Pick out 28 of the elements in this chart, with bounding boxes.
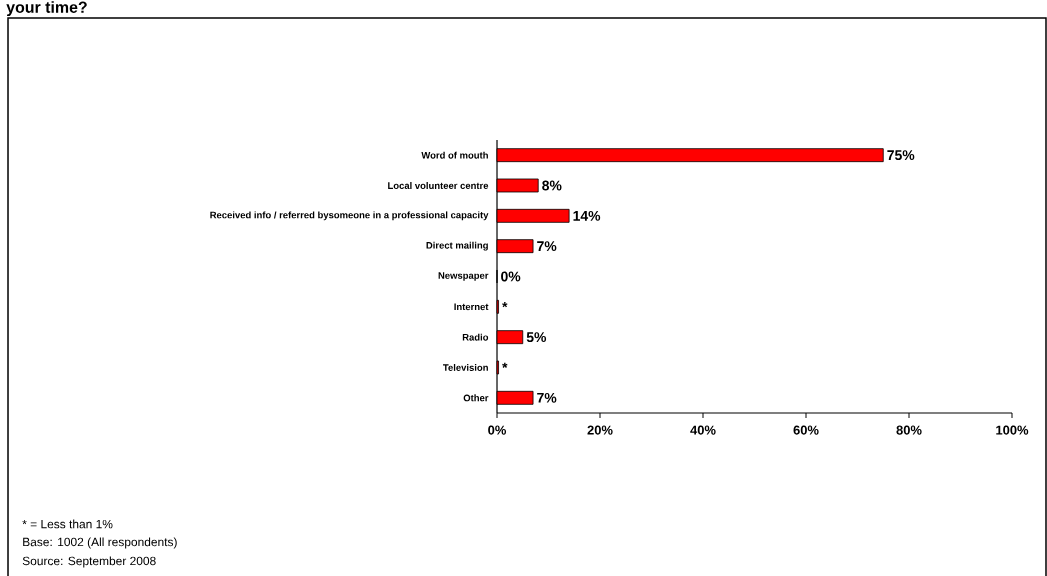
- data-label: 5%: [526, 332, 547, 343]
- y-tick-label: Local volunteer centre: [388, 182, 489, 189]
- data-label: 0%: [501, 271, 521, 282]
- x-tick-label: 100%: [996, 425, 1029, 435]
- y-tick-label: Received info / referred bysomeone in a professional capacity: [210, 211, 489, 221]
- y-tick-label: Internet: [454, 303, 489, 311]
- data-label: *: [502, 362, 508, 368]
- text: * = Less than 1%: [22, 519, 113, 529]
- data-label: 14%: [573, 210, 601, 221]
- data-label: 7%: [537, 392, 557, 403]
- data-label: 7%: [537, 241, 557, 252]
- y-tick-label: Word of mouth: [421, 151, 488, 159]
- x-tick-label: 80%: [896, 425, 922, 435]
- x-tick-label: 20%: [587, 425, 613, 435]
- y-tick-label: Direct mailing: [426, 241, 488, 251]
- x-tick-label: 0%: [488, 425, 507, 435]
- y-tick-label: Other: [463, 394, 489, 402]
- data-label: 75%: [887, 150, 915, 161]
- y-tick-label: Television: [443, 364, 488, 371]
- source-note: Source: September 2008: [22, 556, 156, 568]
- y-tick-label: Radio: [462, 333, 489, 341]
- x-tick-label: 40%: [690, 425, 716, 435]
- x-tick-label: 60%: [793, 425, 819, 435]
- y-tick-label: Newspaper: [438, 272, 489, 281]
- data-label: 8%: [542, 180, 562, 191]
- text: your time?: [6, 1, 87, 17]
- text: Base: 1002 (All respondents): [23, 537, 177, 549]
- data-label: *: [502, 302, 508, 308]
